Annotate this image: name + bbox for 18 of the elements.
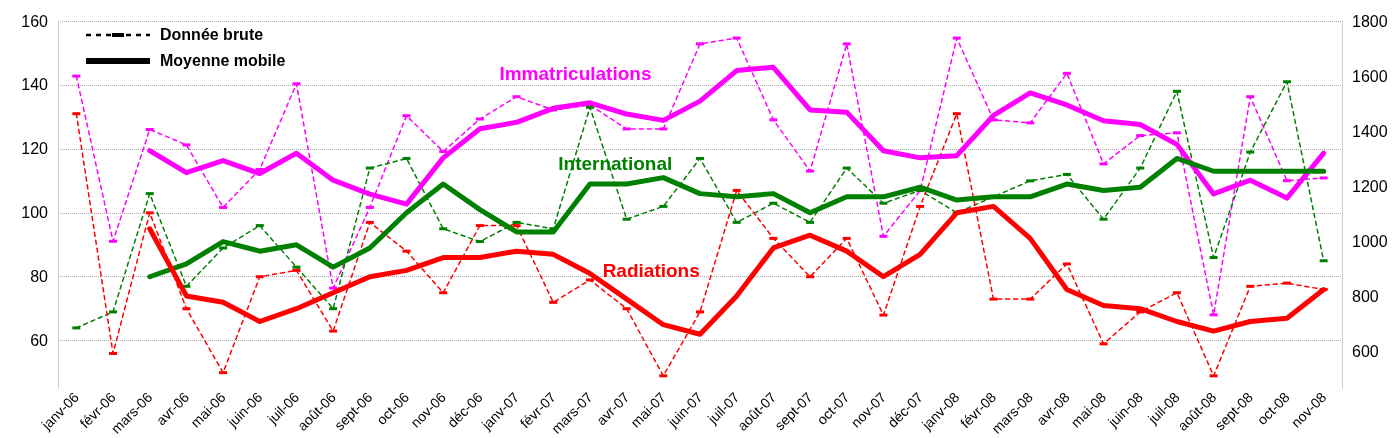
y-tick-label: 140 [21, 76, 49, 94]
series-label: International [558, 152, 673, 174]
annotation: Donnée brute [160, 26, 264, 44]
y2-tick-label: 1800 [1352, 12, 1388, 30]
annotation: Moyenne mobile [160, 52, 286, 70]
y2-tick-label: 1000 [1352, 232, 1388, 250]
y-tick-label: 60 [30, 332, 49, 350]
y-tick-label: 100 [21, 204, 49, 222]
series-label: Radiations [602, 259, 700, 281]
y2-tick-label: 1600 [1352, 67, 1388, 85]
series-label: Immatriculations [499, 62, 652, 84]
y2-tick-label: 1200 [1352, 177, 1388, 195]
y-tick-label: 160 [21, 12, 49, 30]
y-tick-label: 120 [21, 140, 49, 158]
y2-tick-label: 600 [1352, 342, 1379, 360]
y2-tick-label: 800 [1352, 287, 1379, 305]
y2-tick-label: 1400 [1352, 122, 1388, 140]
y-tick-label: 80 [30, 268, 49, 286]
